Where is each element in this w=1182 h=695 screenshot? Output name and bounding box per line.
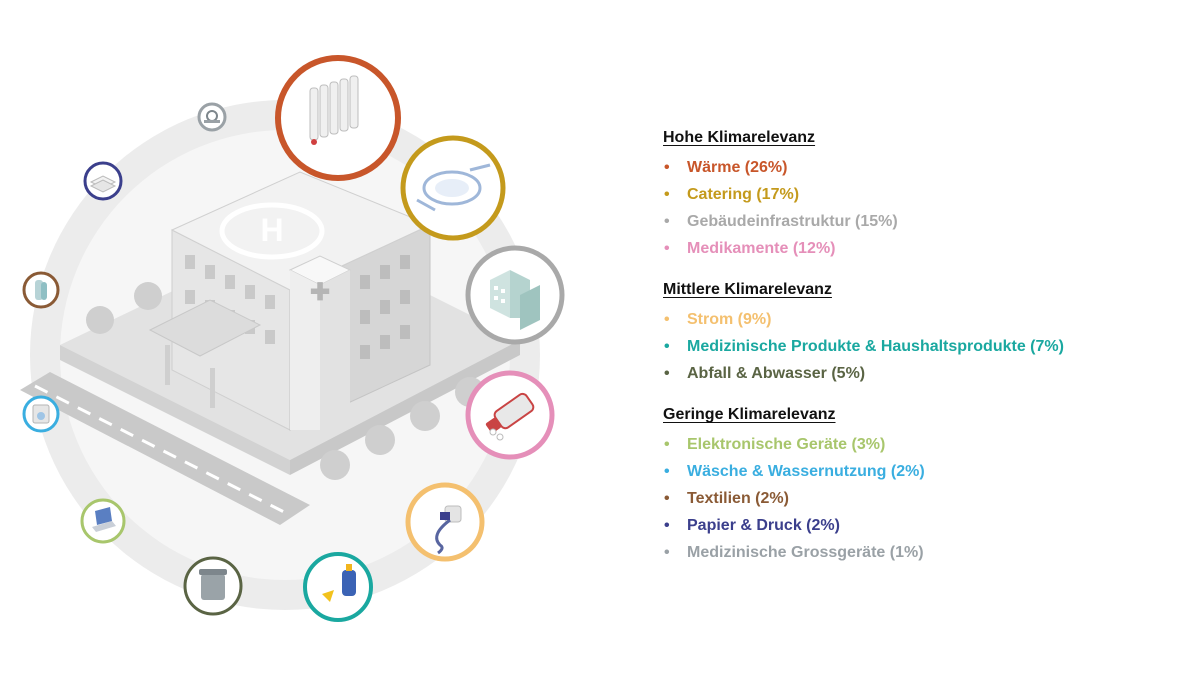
- bullet-icon: •: [664, 240, 670, 257]
- bullet-icon: •: [664, 544, 670, 561]
- legend-item: • Wäsche & Wassernutzung (2%): [663, 458, 1163, 485]
- bullet-icon: •: [664, 365, 670, 382]
- trash-bin-icon: [183, 556, 243, 616]
- bullet-icon: •: [664, 463, 670, 480]
- bullet-icon: •: [664, 517, 670, 534]
- legend-item: • Gebäudeinfrastruktur (15%): [663, 208, 1163, 235]
- svg-text:H: H: [260, 212, 283, 248]
- legend-group: Hohe Klimarelevanz • Wärme (26%) • Catering …: [663, 128, 1163, 262]
- legend-item: • Catering (17%): [663, 181, 1163, 208]
- hospital-building: H ✚: [148, 171, 432, 431]
- paper-stack-icon: [83, 161, 123, 201]
- bullet-icon: •: [664, 490, 670, 507]
- legend-item-label: Catering (17%): [687, 186, 800, 203]
- legend-item-label: Elektronische Geräte (3%): [687, 436, 886, 453]
- plate-cutlery-icon: [400, 135, 506, 241]
- textile-icon: [22, 271, 60, 309]
- legend-item-label: Gebäudeinfrastruktur (15%): [687, 213, 898, 230]
- legend-item: • Wärme (26%): [663, 154, 1163, 181]
- bullet-icon: •: [664, 338, 670, 355]
- legend-group-title: Hohe Klimarelevanz: [663, 129, 816, 146]
- legend-item-list: • Wärme (26%) • Catering (17%) • Gebäudeinfra…: [663, 154, 1163, 262]
- bullet-icon: •: [664, 213, 670, 230]
- legend-group: Mittlere Klimarelevanz • Strom (9%) • Medizi…: [663, 280, 1163, 387]
- legend-item-label: Strom (9%): [687, 311, 772, 328]
- cleaning-products-icon: [303, 552, 373, 622]
- legend-item-list: • Elektronische Geräte (3%) • Wäsche & Wass…: [663, 431, 1163, 566]
- bullet-icon: •: [664, 186, 670, 203]
- power-plug-icon: [405, 482, 485, 562]
- legend-group: Geringe Klimarelevanz • Elektronische Gerä…: [663, 405, 1163, 566]
- bullet-icon: •: [664, 436, 670, 453]
- bullet-icon: •: [664, 159, 670, 176]
- legend-item: • Medizinische Produkte & Haushaltsproduk…: [663, 333, 1163, 360]
- medicine-bottle-icon: [465, 370, 555, 460]
- legend-item: • Strom (9%): [663, 306, 1163, 333]
- legend-item-label: Wäsche & Wassernutzung (2%): [687, 463, 925, 480]
- legend-item-label: Abfall & Abwasser (5%): [687, 365, 866, 382]
- legend-item-label: Wärme (26%): [687, 159, 788, 176]
- legend-item-label: Medizinische Grossgeräte (1%): [687, 544, 924, 561]
- legend-item: • Elektronische Geräte (3%): [663, 431, 1163, 458]
- radiator-icon: [275, 55, 401, 181]
- buildings-icon: [465, 245, 565, 345]
- legend-item: • Papier & Druck (2%): [663, 512, 1163, 539]
- climate-relevance-legend: Hohe Klimarelevanz • Wärme (26%) • Catering …: [663, 128, 1163, 584]
- legend-item-label: Medikamente (12%): [687, 240, 836, 257]
- legend-item-list: • Strom (9%) • Medizinische Produkte & Haus…: [663, 306, 1163, 387]
- washing-machine-icon: [22, 395, 60, 433]
- legend-item: • Textilien (2%): [663, 485, 1163, 512]
- legend-group-title: Mittlere Klimarelevanz: [663, 281, 832, 298]
- legend-item: • Medizinische Grossgeräte (1%): [663, 539, 1163, 566]
- medical-scanner-icon: [197, 102, 227, 132]
- svg-text:✚: ✚: [310, 279, 330, 306]
- legend-item-label: Medizinische Produkte & Haushaltsprodukt…: [687, 338, 1064, 355]
- legend-item: • Medikamente (12%): [663, 235, 1163, 262]
- legend-group-title: Geringe Klimarelevanz: [663, 406, 836, 423]
- legend-item-label: Papier & Druck (2%): [687, 517, 840, 534]
- hospital-illustration: H ✚: [20, 55, 565, 622]
- legend-item-label: Textilien (2%): [687, 490, 789, 507]
- bullet-icon: •: [664, 311, 670, 328]
- legend-item: • Abfall & Abwasser (5%): [663, 360, 1163, 387]
- laptop-icon: [80, 498, 126, 544]
